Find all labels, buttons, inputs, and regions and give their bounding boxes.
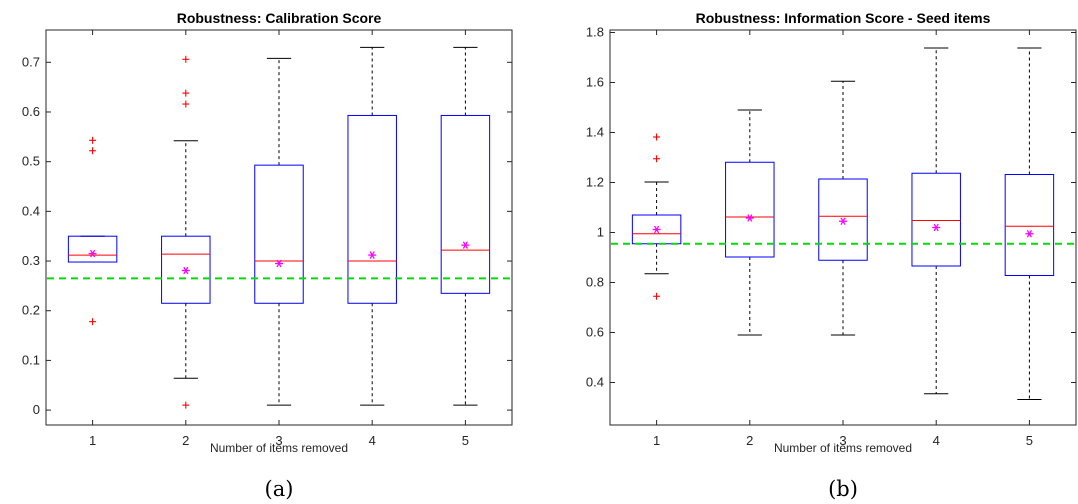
x-tick-label: 5: [1026, 433, 1033, 448]
plot-area: [609, 29, 1077, 426]
x-tick-label: 5: [462, 433, 469, 448]
y-tick-label: 0.8: [586, 275, 604, 290]
y-tick-label: 0.7: [22, 54, 40, 69]
y-tick-label: 0.5: [22, 154, 40, 169]
box-group: [347, 46, 397, 406]
mean-star-stroke: [276, 259, 282, 268]
box: [725, 161, 775, 258]
y-tick-label: 1.4: [586, 125, 604, 140]
box-group: [254, 57, 304, 406]
outlier-marker: [182, 401, 190, 409]
mean-marker: [745, 214, 754, 222]
mean-star-stroke: [933, 223, 939, 232]
box-group: [725, 109, 775, 336]
x-tick-label: 2: [182, 433, 189, 448]
outlier-marker: [89, 136, 97, 144]
mean-marker: [461, 241, 470, 249]
calibration-score-chart: Robustness: Calibration Score Number of …: [22, 10, 513, 501]
x-tick-label: 3: [275, 433, 282, 448]
subfigure-caption: (a): [265, 477, 294, 501]
x-tick-label: 3: [839, 433, 846, 448]
y-tick-label: 0.6: [586, 325, 604, 340]
subfigure-caption: (b): [828, 477, 858, 501]
box-group: [161, 55, 211, 409]
y-tick-label: 1.8: [586, 25, 604, 40]
mean-marker: [1025, 229, 1034, 238]
box: [67, 235, 118, 263]
mean-star-stroke: [1026, 229, 1032, 238]
box-group: [1004, 47, 1055, 400]
x-tick-label: 1: [89, 433, 96, 448]
mean-marker: [652, 225, 661, 234]
x-tick-label: 1: [653, 433, 660, 448]
y-tick-label: 1.2: [586, 175, 604, 190]
box: [254, 164, 304, 304]
outlier-marker: [653, 133, 661, 141]
y-tick-label: 1.6: [586, 75, 604, 90]
box-group: [67, 136, 118, 326]
mean-marker: [932, 223, 941, 232]
mean-star-stroke: [90, 249, 96, 258]
outlier-marker: [89, 147, 97, 155]
outlier-marker: [653, 155, 661, 163]
information-score-chart: Robustness: Information Score - Seed ite…: [586, 10, 1077, 501]
y-tick-label: 0.4: [22, 203, 40, 218]
y-tick-label: 0.1: [22, 352, 40, 367]
y-tick-label: 0.6: [22, 104, 40, 119]
x-axis-label: Number of items removed: [210, 441, 348, 455]
x-tick-label: 4: [369, 433, 376, 448]
box: [1004, 174, 1055, 276]
box: [631, 214, 682, 245]
outlier-marker: [89, 318, 97, 326]
x-tick-label: 2: [746, 433, 753, 448]
box: [161, 235, 211, 304]
x-axis-label: Number of items removed: [774, 441, 912, 455]
box-group: [818, 80, 868, 336]
mean-star-stroke: [654, 225, 660, 234]
outlier-marker: [182, 100, 190, 108]
box: [440, 114, 491, 294]
mean-marker: [88, 249, 97, 258]
x-tick-label: 4: [933, 433, 940, 448]
box-group: [631, 133, 682, 300]
y-tick-label: 1: [597, 225, 604, 240]
y-tick-label: 0: [33, 402, 40, 417]
y-tick-label: 0.4: [586, 375, 604, 390]
outlier-marker: [182, 89, 190, 97]
chart-title: Robustness: Information Score - Seed ite…: [696, 10, 991, 26]
mean-star-stroke: [183, 266, 189, 275]
mean-marker: [368, 251, 377, 259]
mean-star-stroke: [369, 251, 375, 259]
mean-star-stroke: [747, 214, 753, 222]
mean-star-stroke: [462, 241, 468, 249]
y-tick-label: 0.2: [22, 303, 40, 318]
mean-marker: [839, 217, 847, 226]
mean-star-stroke: [840, 217, 846, 226]
y-tick-label: 0.3: [22, 253, 40, 268]
outlier-marker: [182, 55, 190, 63]
chart-title: Robustness: Calibration Score: [177, 10, 382, 26]
box: [818, 178, 868, 261]
mean-marker: [275, 259, 283, 268]
mean-marker: [181, 266, 190, 275]
box: [911, 172, 961, 267]
box-group: [911, 47, 961, 395]
box-group: [440, 46, 491, 406]
outlier-marker: [653, 292, 661, 300]
box: [347, 114, 397, 304]
